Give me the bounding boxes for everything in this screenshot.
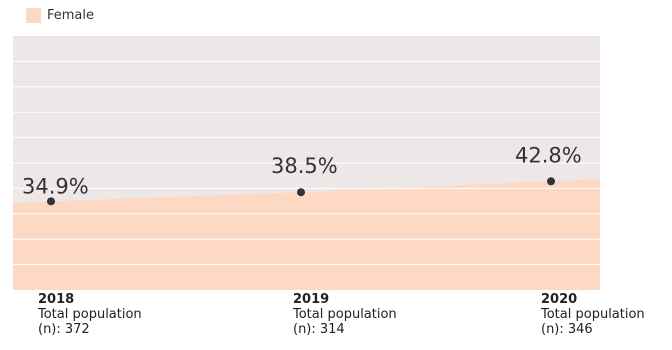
data-point (297, 188, 305, 197)
data-point (47, 197, 55, 206)
data-point (547, 177, 555, 186)
legend-label: Female (47, 8, 95, 23)
legend-swatch (26, 8, 41, 23)
category-subtitle-line1: Total population (541, 307, 645, 322)
category-year: 2019 (293, 292, 330, 307)
category-2019: 2019 Total population (n): 314 (293, 292, 397, 337)
data-label: 34.9% (22, 174, 89, 198)
category-year: 2018 (38, 292, 75, 307)
data-label: 42.8% (515, 143, 582, 167)
category-subtitle-line2: (n): 314 (293, 322, 345, 337)
category-subtitle-line1: Total population (293, 307, 397, 322)
category-2018: 2018 Total population (n): 372 (38, 292, 142, 337)
data-label: 38.5% (271, 154, 338, 178)
category-subtitle-line2: (n): 372 (38, 322, 90, 337)
legend: Female (26, 8, 94, 23)
series-area-female (13, 179, 600, 290)
category-subtitle-line2: (n): 346 (541, 322, 593, 337)
category-subtitle-line1: Total population (38, 307, 142, 322)
category-year: 2020 (541, 292, 578, 307)
category-2020: 2020 Total population (n): 346 (541, 292, 645, 337)
